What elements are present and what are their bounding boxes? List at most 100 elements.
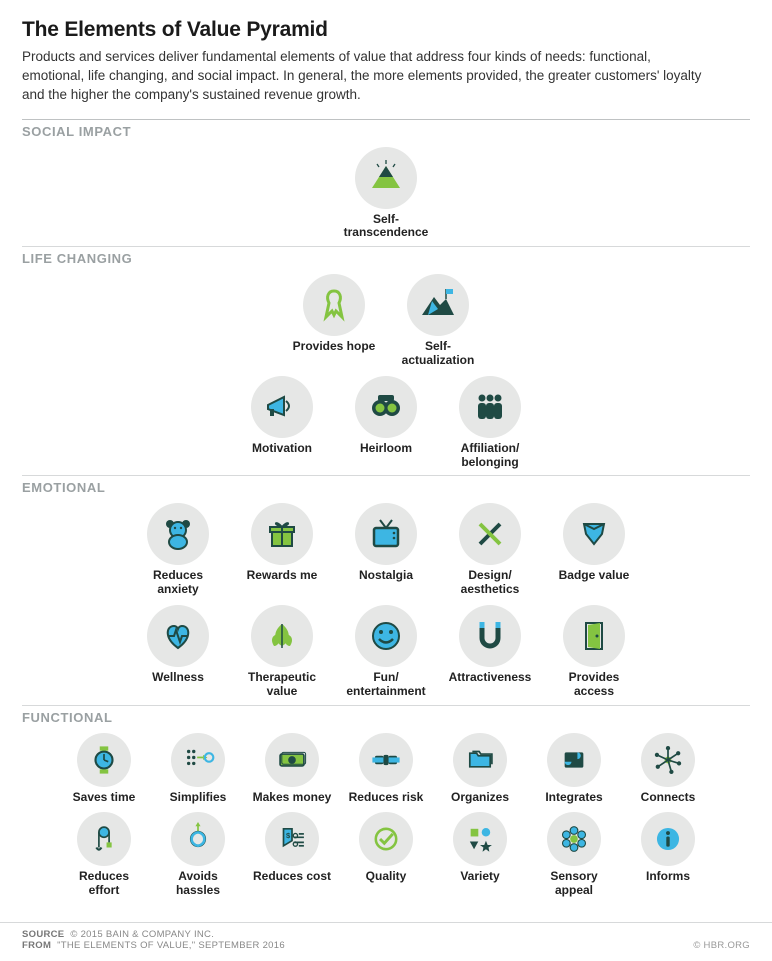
tier-label: LIFE CHANGING: [22, 246, 750, 266]
pyramid-row: Saves time Simplifies Makes money Reduces r…: [22, 733, 750, 805]
element-label: Connects: [641, 791, 696, 805]
element-label: Design/aesthetics: [461, 569, 520, 597]
heart-pulse-icon: [147, 605, 209, 667]
element-label: Sensory appeal: [532, 870, 616, 898]
info-icon: [641, 812, 695, 866]
element-motivation: Motivation: [237, 376, 327, 470]
pyramid-row: Reduces effort Avoids hassles $ Reduces cos…: [22, 812, 750, 898]
page-title: The Elements of Value Pyramid: [22, 18, 750, 42]
network-icon: [641, 733, 695, 787]
teddy-icon: [147, 503, 209, 565]
element-quality: Quality: [344, 812, 428, 898]
tier-label: EMOTIONAL: [22, 475, 750, 495]
megaphone-icon: [251, 376, 313, 438]
element-label: Badge value: [559, 569, 630, 583]
pyramid-row: Motivation Heirloom Affiliation/belonging: [22, 376, 750, 470]
element-organizes: Organizes: [438, 733, 522, 805]
tier-label: FUNCTIONAL: [22, 705, 750, 725]
element-integrates: Integrates: [532, 733, 616, 805]
smiley-icon: [355, 605, 417, 667]
folders-icon: [453, 733, 507, 787]
element-label: Attractiveness: [449, 671, 532, 685]
element-label: Nostalgia: [359, 569, 413, 583]
element-avoids-hassles: Avoids hassles: [156, 812, 240, 898]
element-label: Reduces risk: [349, 791, 424, 805]
element-sensory-appeal: Sensory appeal: [532, 812, 616, 898]
element-connects: Connects: [626, 733, 710, 805]
element-label: Self-actualization: [393, 340, 483, 368]
pyramid-row: Self-transcendence: [22, 147, 750, 241]
element-label: Organizes: [451, 791, 509, 805]
element-wellness: Wellness: [133, 605, 223, 699]
element-label: Provides hope: [293, 340, 376, 354]
element-fun-entertainment: Fun/entertainment: [341, 605, 431, 699]
watch-icon: [77, 733, 131, 787]
element-label: Motivation: [252, 442, 312, 456]
element-provides-hope: Provides hope: [289, 274, 379, 368]
element-label: Fun/entertainment: [346, 671, 425, 699]
mountain-flag-icon: [407, 274, 469, 336]
element-label: Wellness: [152, 671, 204, 685]
pyramid-icon: [355, 147, 417, 209]
element-variety: Variety: [438, 812, 522, 898]
money-icon: [265, 733, 319, 787]
element-nostalgia: Nostalgia: [341, 503, 431, 597]
element-label: Heirloom: [360, 442, 412, 456]
check-circle-icon: [359, 812, 413, 866]
magnet-icon: [459, 605, 521, 667]
element-label: Reduces effort: [62, 870, 146, 898]
element-badge-value: Badge value: [549, 503, 639, 597]
element-reduces-cost: $ Reduces cost: [250, 812, 334, 898]
element-label: Variety: [460, 870, 499, 884]
element-label: Makes money: [253, 791, 332, 805]
element-label: Self-transcendence: [341, 213, 431, 241]
element-label: Avoids hassles: [156, 870, 240, 898]
price-cut-icon: $: [265, 812, 319, 866]
pyramid-row: Provides hope Self-actualization: [22, 274, 750, 368]
flower-icon: [547, 812, 601, 866]
pulley-icon: [77, 812, 131, 866]
knot-icon: [171, 812, 225, 866]
gift-icon: [251, 503, 313, 565]
element-affiliation-belonging: Affiliation/belonging: [445, 376, 535, 470]
simplify-icon: [171, 733, 225, 787]
element-reduces-effort: Reduces effort: [62, 812, 146, 898]
element-self-transcendence: Self-transcendence: [341, 147, 431, 241]
element-label: Affiliation/belonging: [461, 442, 520, 470]
element-reduces-risk: Reduces risk: [344, 733, 428, 805]
door-icon: [563, 605, 625, 667]
element-attractiveness: Attractiveness: [445, 605, 535, 699]
tv-icon: [355, 503, 417, 565]
element-heirloom: Heirloom: [341, 376, 431, 470]
pyramid-row: Reduces anxiety Rewards me Nostalgia Design…: [22, 503, 750, 597]
element-label: Therapeutic value: [237, 671, 327, 699]
footer: SOURCE © 2015 BAIN & COMPANY INC. FROM "…: [0, 922, 772, 961]
badge-icon: [563, 503, 625, 565]
page-subtitle: Products and services deliver fundamenta…: [22, 48, 702, 105]
people-icon: [459, 376, 521, 438]
tier-label: SOCIAL IMPACT: [22, 119, 750, 139]
element-label: Informs: [646, 870, 690, 884]
element-label: Quality: [366, 870, 407, 884]
element-label: Reduces anxiety: [133, 569, 223, 597]
element-label: Simplifies: [170, 791, 227, 805]
svg-text:$: $: [286, 832, 291, 841]
seatbelt-icon: [359, 733, 413, 787]
element-reduces-anxiety: Reduces anxiety: [133, 503, 223, 597]
element-saves-time: Saves time: [62, 733, 146, 805]
leaves-icon: [251, 605, 313, 667]
element-label: Integrates: [545, 791, 602, 805]
element-simplifies: Simplifies: [156, 733, 240, 805]
element-informs: Informs: [626, 812, 710, 898]
element-provides-access: Provides access: [549, 605, 639, 699]
element-self-actualization: Self-actualization: [393, 274, 483, 368]
shapes-icon: [453, 812, 507, 866]
element-label: Reduces cost: [253, 870, 331, 884]
element-label: Saves time: [73, 791, 136, 805]
element-rewards-me: Rewards me: [237, 503, 327, 597]
pyramid-container: SOCIAL IMPACT Self-transcendence LIFE CHAN…: [22, 119, 750, 898]
element-label: Rewards me: [247, 569, 318, 583]
pyramid-row: Wellness Therapeutic value Fun/entertainme…: [22, 605, 750, 699]
puzzle-icon: [547, 733, 601, 787]
binoculars-icon: [355, 376, 417, 438]
